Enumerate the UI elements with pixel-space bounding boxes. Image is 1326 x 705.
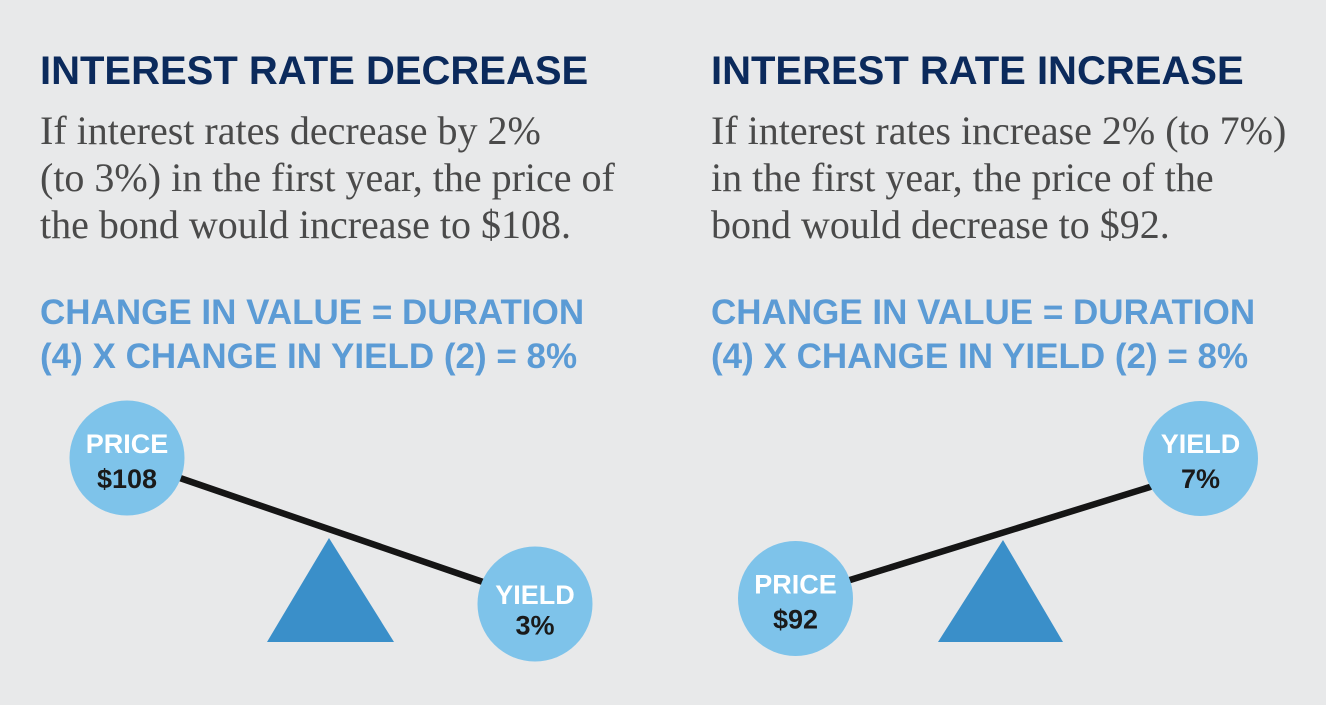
- svg-text:3%: 3%: [515, 611, 554, 641]
- svg-text:PRICE: PRICE: [86, 429, 169, 459]
- svg-text:PRICE: PRICE: [754, 570, 837, 600]
- svg-text:YIELD: YIELD: [1161, 429, 1241, 459]
- svg-text:$108: $108: [97, 464, 157, 494]
- svg-text:YIELD: YIELD: [495, 580, 575, 610]
- svg-text:7%: 7%: [1181, 464, 1220, 494]
- svg-text:$92: $92: [773, 605, 818, 635]
